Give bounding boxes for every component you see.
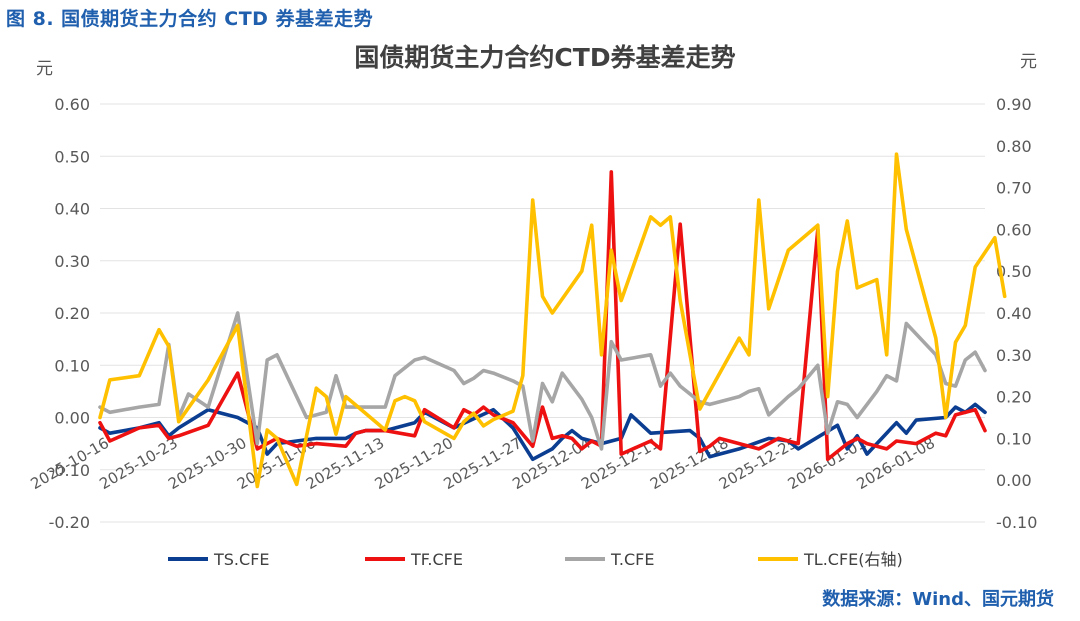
right-y-tick-label: 0.70 [996, 179, 1032, 198]
left-y-tick-label: 0.10 [54, 356, 90, 375]
left-y-tick-label: -0.10 [49, 461, 90, 480]
legend-label: TS.CFE [213, 550, 270, 569]
left-y-tick-label: 0.30 [54, 252, 90, 271]
series-line-3 [98, 152, 1007, 489]
left-axis-unit: 元 [36, 59, 53, 79]
series-line-1 [98, 170, 987, 462]
right-axis-unit: 元 [1020, 52, 1037, 72]
figure-caption: 图 8. 国债期货主力合约 CTD 券基差走势 [6, 8, 374, 30]
right-y-tick-label: 0.00 [996, 471, 1032, 490]
series-lines [98, 152, 1007, 489]
legend-label: TF.CFE [410, 550, 463, 569]
data-source: 数据来源：Wind、国元期货 [822, 589, 1054, 610]
left-y-tick-label: 0.00 [54, 409, 90, 428]
left-y-tick-label: 0.20 [54, 304, 90, 323]
series-line-2 [98, 311, 987, 451]
x-axis: 2025-10-162025-10-232025-10-302025-11-06… [27, 434, 938, 493]
right-y-tick-label: 0.40 [996, 304, 1032, 323]
left-y-tick-label: 0.40 [54, 200, 90, 219]
left-y-tick-label: -0.20 [49, 513, 90, 532]
left-y-axis: -0.20 -0.10 0.00 0.10 0.20 0.30 0.40 0.50 0.60 [49, 95, 90, 532]
right-y-tick-label: 0.50 [996, 262, 1032, 281]
right-y-tick-label: 0.10 [996, 429, 1032, 448]
legend: TS.CFE TF.CFE T.CFE TL.CFE(右轴) [168, 550, 903, 569]
gridlines [100, 103, 985, 523]
right-y-axis: -0.10 0.00 0.10 0.20 0.30 0.40 0.50 0.60 0.70 0.8… [996, 95, 1037, 532]
right-y-tick-label: 0.90 [996, 95, 1032, 114]
right-y-tick-label: 0.80 [996, 137, 1032, 156]
left-y-tick-label: 0.50 [54, 147, 90, 166]
right-y-tick-label: 0.30 [996, 346, 1032, 365]
right-y-tick-label: 0.20 [996, 388, 1032, 407]
left-y-tick-label: 0.60 [54, 95, 90, 114]
right-y-tick-label: -0.10 [996, 513, 1037, 532]
legend-label: T.CFE [610, 550, 654, 569]
right-y-tick-label: 0.60 [996, 220, 1032, 239]
chart-title: 国债期货主力合约CTD券基差走势 [354, 43, 735, 72]
legend-label: TL.CFE(右轴) [803, 550, 903, 569]
